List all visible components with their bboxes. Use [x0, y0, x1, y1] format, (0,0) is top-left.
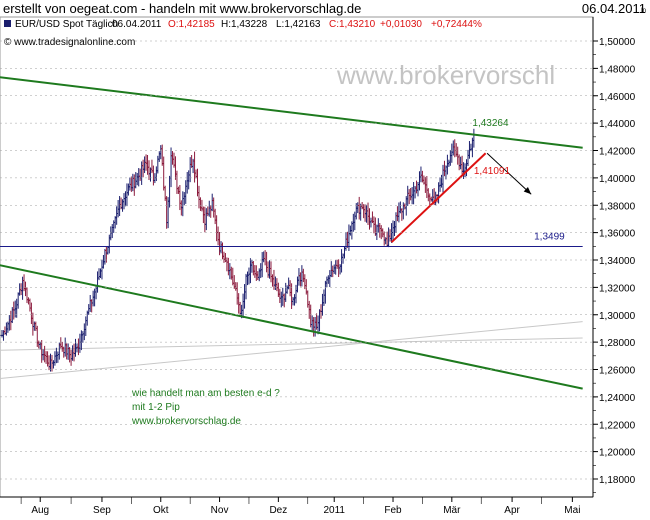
value-label: 1,41091	[474, 166, 511, 177]
watermark: www.brokervorschl	[336, 60, 555, 90]
header-high: H:1,43228	[221, 19, 268, 30]
y-axis: 1,18000 1,20000 1,22000 1,24000 1,26000 1,280…	[0, 37, 636, 493]
y-tick-label: 1,32000	[599, 283, 636, 294]
x-tick-label: Okt	[153, 505, 169, 516]
trendline-resistance	[0, 76, 583, 149]
x-tick-label: Nov	[211, 505, 229, 516]
y-tick-label: 1,18000	[599, 475, 636, 486]
y-tick-label: 1,50000	[599, 37, 636, 48]
x-tick-label: Mär	[443, 505, 461, 516]
annotation: wie handelt man am besten e-d ? mit 1-2 …	[131, 388, 280, 427]
x-tick-label: Feb	[384, 505, 402, 516]
y-tick-label: 1,40000	[599, 174, 636, 185]
header-low: L:1,42163	[276, 19, 321, 30]
x-tick-label: 2011	[323, 505, 345, 516]
x-tick-label: Aug	[31, 505, 49, 516]
y-tick-label: 1,48000	[599, 64, 636, 75]
y-tick-label: 1,38000	[599, 201, 636, 212]
forecast-arrow	[486, 152, 532, 195]
y-tick-label: 1,46000	[599, 92, 636, 103]
instrument-label: EUR/USD Spot Täglich	[15, 19, 118, 30]
y-tick-label: 1,24000	[599, 393, 636, 404]
x-axis: Aug Sep Okt Nov Dez 2011 Feb Mär Apr Mai	[0, 496, 593, 516]
annotation-line-2: mit 1-2 Pip	[132, 402, 180, 413]
annotation-line-1: wie handelt man am besten e-d ?	[131, 388, 280, 399]
header-change-pct: +0,72444%	[431, 19, 482, 30]
header-change: +0,01030	[380, 19, 422, 30]
trendline-grey-1	[0, 337, 583, 351]
value-label: 1,3499	[534, 231, 565, 242]
x-tick-label: Apr	[504, 505, 520, 516]
x-tick-label: Sep	[93, 505, 111, 516]
x-tick-label: Mai	[564, 505, 580, 516]
x-tick-label: Dez	[269, 505, 287, 516]
header-date: 06.04.2011	[112, 19, 162, 30]
trendline-grey-2	[0, 321, 583, 380]
y-tick-label: 1,20000	[599, 448, 636, 459]
header-close: C:1,43210	[329, 19, 376, 30]
ohlc-series	[0, 128, 476, 372]
series-swatch	[4, 20, 11, 27]
page-date: 06.04.2011	[581, 1, 646, 16]
arrow-head-icon	[523, 186, 532, 195]
y-tick-label: 1,44000	[599, 119, 636, 130]
page-title: erstellt von oegeat.com - handeln mit ww…	[3, 1, 362, 16]
source-label: © www.tradesignalonline.com	[4, 37, 135, 48]
y-tick-label: 1,30000	[599, 311, 636, 322]
y-tick-label: 1,42000	[599, 147, 636, 158]
corner-marker: In	[641, 8, 646, 14]
y-tick-label: 1,26000	[599, 366, 636, 377]
header-open: O:1,42185	[168, 19, 215, 30]
trendline-uptrend	[390, 152, 487, 243]
y-tick-label: 1,34000	[599, 256, 636, 267]
chart-header: EUR/USD Spot Täglich 06.04.2011 O:1,4218…	[4, 19, 482, 48]
y-tick-label: 1,22000	[599, 420, 636, 431]
y-tick-label: 1,36000	[599, 229, 636, 240]
trendline-support	[0, 264, 583, 390]
y-tick-label: 1,28000	[599, 338, 636, 349]
annotation-line-3: www.brokervorschlag.de	[131, 416, 241, 427]
